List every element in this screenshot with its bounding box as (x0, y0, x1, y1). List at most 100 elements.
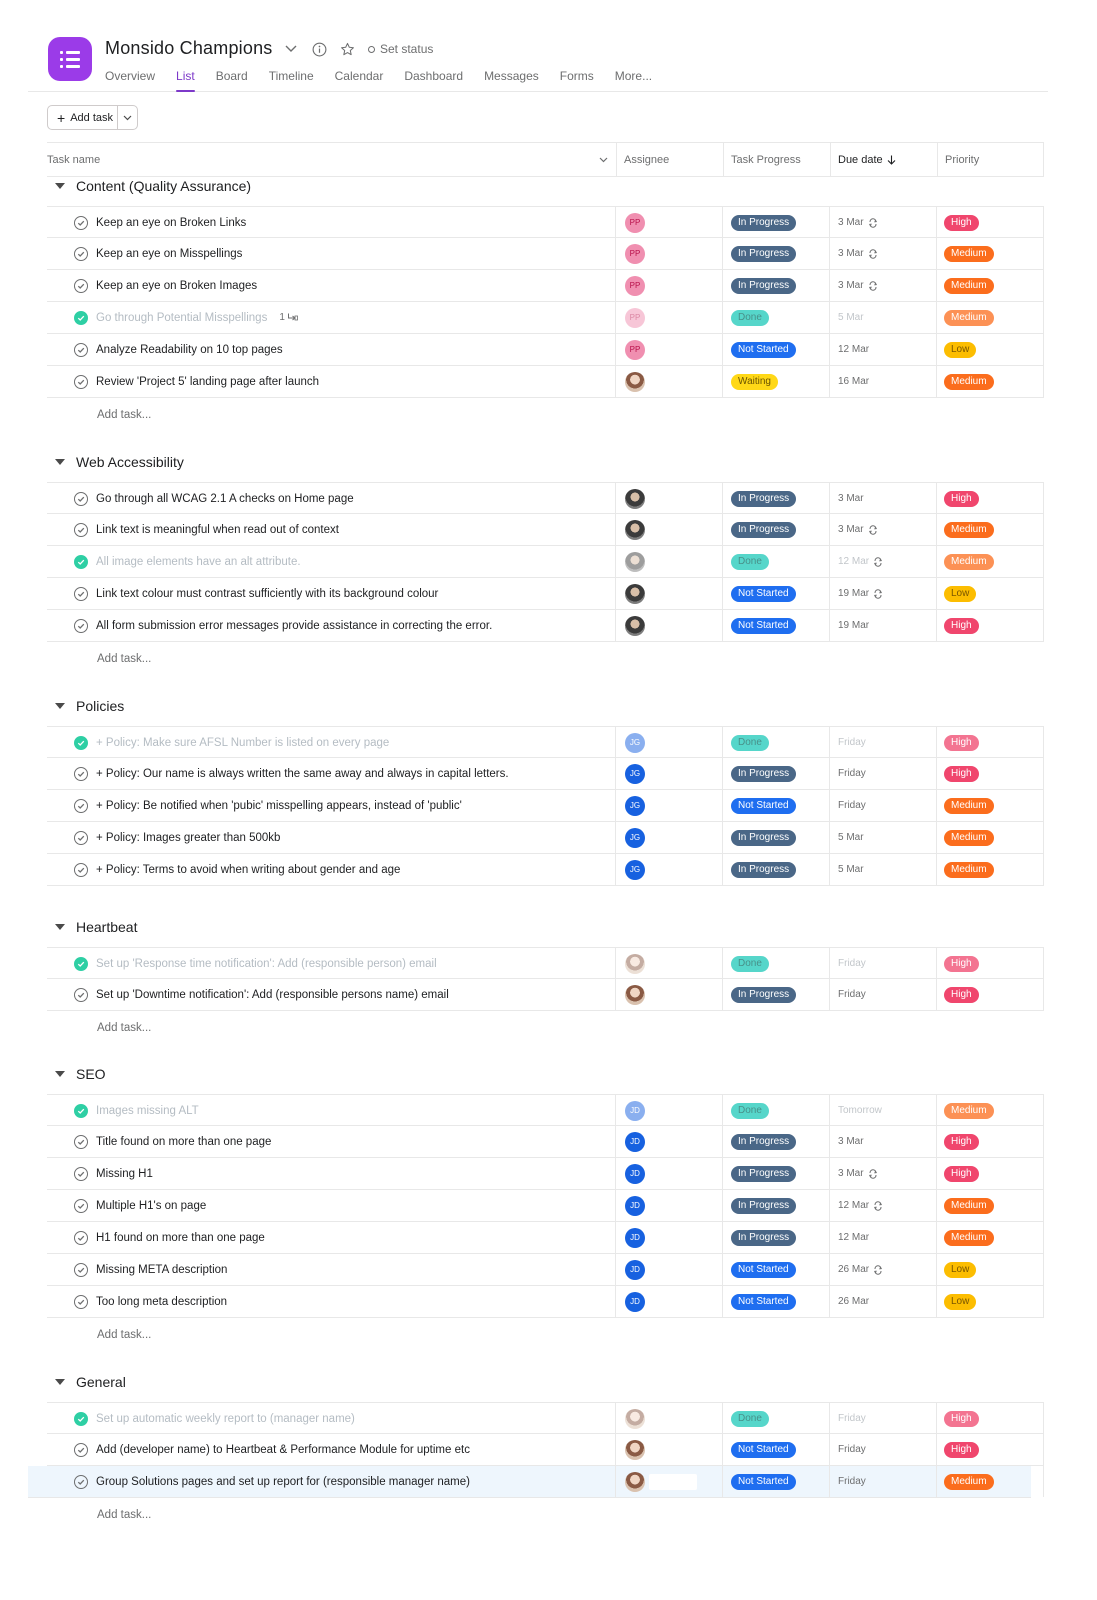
task-name[interactable]: Too long meta description (96, 1295, 228, 1308)
due-date-cell[interactable]: 19 Mar (830, 610, 937, 641)
task-name-cell[interactable]: Keep an eye on Broken Images (47, 270, 616, 301)
priority-badge[interactable]: High (944, 490, 979, 507)
assignee-cell[interactable]: JD (616, 1158, 723, 1189)
collapse-triangle-icon[interactable] (55, 459, 65, 465)
task-name-cell[interactable]: Set up 'Response time notification': Add… (47, 948, 616, 979)
tab-dashboard[interactable]: Dashboard (404, 69, 464, 83)
info-icon[interactable] (310, 40, 328, 58)
due-date-cell[interactable]: Friday (830, 1434, 937, 1465)
task-name-cell[interactable]: Review 'Project 5' landing page after la… (47, 366, 616, 397)
complete-checkbox-icon[interactable] (74, 522, 88, 537)
task-progress-badge[interactable]: In Progress (731, 986, 797, 1003)
task-progress-cell[interactable]: In Progress (723, 207, 830, 238)
task-progress-cell[interactable]: Not Started (723, 790, 830, 821)
task-progress-badge[interactable]: Done (731, 1410, 769, 1427)
star-icon[interactable] (338, 40, 356, 58)
task-row[interactable]: + Policy: Images greater than 500kb JG In … (47, 822, 1044, 854)
task-progress-badge[interactable]: In Progress (731, 1197, 797, 1214)
complete-checkbox-icon[interactable] (74, 342, 88, 357)
task-name[interactable]: Link text colour must contrast sufficien… (96, 587, 439, 600)
avatar[interactable]: JD (625, 1291, 645, 1312)
assignee-cell[interactable]: PP (616, 270, 723, 301)
task-progress-cell[interactable]: Done (723, 546, 830, 577)
task-name-cell[interactable]: Missing H1 (47, 1158, 616, 1189)
task-progress-badge[interactable]: Done (731, 1102, 769, 1119)
task-name-cell[interactable]: Keep an eye on Broken Links (47, 207, 616, 238)
priority-cell[interactable]: Medium (937, 790, 1044, 821)
tab-forms[interactable]: Forms (559, 69, 594, 83)
task-row[interactable]: Missing META description JD Not Started 26 … (47, 1254, 1044, 1286)
due-date-cell[interactable]: 3 Mar (830, 270, 937, 301)
assignee-cell[interactable] (616, 483, 723, 514)
task-row[interactable]: Review 'Project 5' landing page after la… (47, 366, 1044, 398)
due-date-cell[interactable]: 3 Mar (830, 1126, 937, 1157)
task-name[interactable]: + Policy: Terms to avoid when writing ab… (96, 863, 401, 876)
due-date-cell[interactable]: 5 Mar (830, 302, 937, 333)
task-name-cell[interactable]: All image elements have an alt attribute… (47, 546, 616, 577)
task-name[interactable]: All image elements have an alt attribute… (96, 555, 301, 568)
task-row[interactable]: Multiple H1's on page JD In Progress 12 Mar… (47, 1190, 1044, 1222)
complete-checkbox-icon[interactable] (74, 862, 88, 877)
priority-cell[interactable]: Medium (937, 238, 1044, 269)
priority-badge[interactable]: Medium (944, 1102, 994, 1119)
priority-badge[interactable]: Low (944, 341, 977, 358)
avatar[interactable] (625, 953, 645, 974)
chevron-down-icon[interactable] (282, 40, 300, 58)
set-status-button[interactable]: Set status (368, 42, 433, 56)
complete-checkbox-icon[interactable] (74, 830, 88, 845)
complete-checkbox-icon[interactable] (74, 766, 88, 781)
task-progress-badge[interactable]: In Progress (731, 829, 797, 846)
avatar[interactable]: JG (625, 859, 645, 880)
complete-checkbox-icon[interactable] (74, 310, 88, 325)
task-progress-cell[interactable]: Not Started (723, 578, 830, 609)
priority-badge[interactable]: Medium (944, 521, 994, 538)
task-progress-cell[interactable]: Done (723, 727, 830, 758)
priority-badge[interactable]: Medium (944, 1197, 994, 1214)
task-row[interactable]: Group Solutions pages and set up report … (28, 1466, 1044, 1498)
task-name-cell[interactable]: Link text is meaningful when read out of… (47, 514, 616, 545)
due-date-cell[interactable]: Friday (830, 1466, 937, 1497)
task-progress-cell[interactable]: In Progress (723, 1190, 830, 1221)
list-icon[interactable] (48, 37, 92, 81)
task-progress-cell[interactable]: Not Started (723, 1254, 830, 1285)
add-task-button[interactable]: + Add task (48, 106, 119, 129)
task-name-cell[interactable]: Analyze Readability on 10 top pages (47, 334, 616, 365)
avatar[interactable]: JD (625, 1259, 645, 1280)
complete-checkbox-icon[interactable] (74, 798, 88, 813)
priority-cell[interactable]: Medium (937, 302, 1044, 333)
task-row[interactable]: Missing H1 JD In Progress 3 Mar High (47, 1158, 1044, 1190)
avatar[interactable]: JD (625, 1227, 645, 1248)
task-name-cell[interactable]: Images missing ALT (47, 1095, 616, 1126)
complete-checkbox-icon[interactable] (74, 554, 88, 569)
priority-badge[interactable]: Medium (944, 861, 994, 878)
task-name[interactable]: Set up automatic weekly report to (manag… (96, 1412, 355, 1425)
assignee-cell[interactable]: JD (616, 1286, 723, 1317)
task-name[interactable]: Missing META description (96, 1263, 228, 1276)
priority-cell[interactable]: High (937, 483, 1044, 514)
priority-badge[interactable]: High (944, 734, 979, 751)
task-name-cell[interactable]: + Policy: Be notified when 'pubic' missp… (47, 790, 616, 821)
avatar[interactable]: JD (625, 1100, 645, 1121)
complete-checkbox-icon[interactable] (74, 1262, 88, 1277)
due-date-cell[interactable]: Friday (830, 790, 937, 821)
complete-checkbox-icon[interactable] (74, 956, 88, 971)
priority-cell[interactable]: Low (937, 1286, 1044, 1317)
section-header[interactable]: Policies (47, 695, 124, 717)
task-row[interactable]: Set up automatic weekly report to (manag… (47, 1402, 1044, 1434)
task-progress-badge[interactable]: Not Started (731, 617, 796, 634)
task-progress-badge[interactable]: In Progress (731, 1165, 797, 1182)
task-progress-badge[interactable]: Not Started (731, 341, 796, 358)
priority-cell[interactable]: High (937, 758, 1044, 789)
task-name[interactable]: Go through Potential Misspellings (96, 311, 268, 324)
task-row[interactable]: Add (developer name) to Heartbeat & Perf… (47, 1434, 1044, 1466)
priority-cell[interactable]: Medium (937, 546, 1044, 577)
tab-board[interactable]: Board (215, 69, 248, 83)
priority-badge[interactable]: High (944, 1410, 979, 1427)
priority-cell[interactable]: Medium (937, 822, 1044, 853)
priority-cell[interactable]: High (937, 610, 1044, 641)
task-name[interactable]: Keep an eye on Misspellings (96, 247, 243, 260)
task-name[interactable]: Set up 'Downtime notification': Add (res… (96, 988, 449, 1001)
complete-checkbox-icon[interactable] (74, 1198, 88, 1213)
task-progress-cell[interactable]: Done (723, 302, 830, 333)
task-progress-badge[interactable]: In Progress (731, 1133, 797, 1150)
